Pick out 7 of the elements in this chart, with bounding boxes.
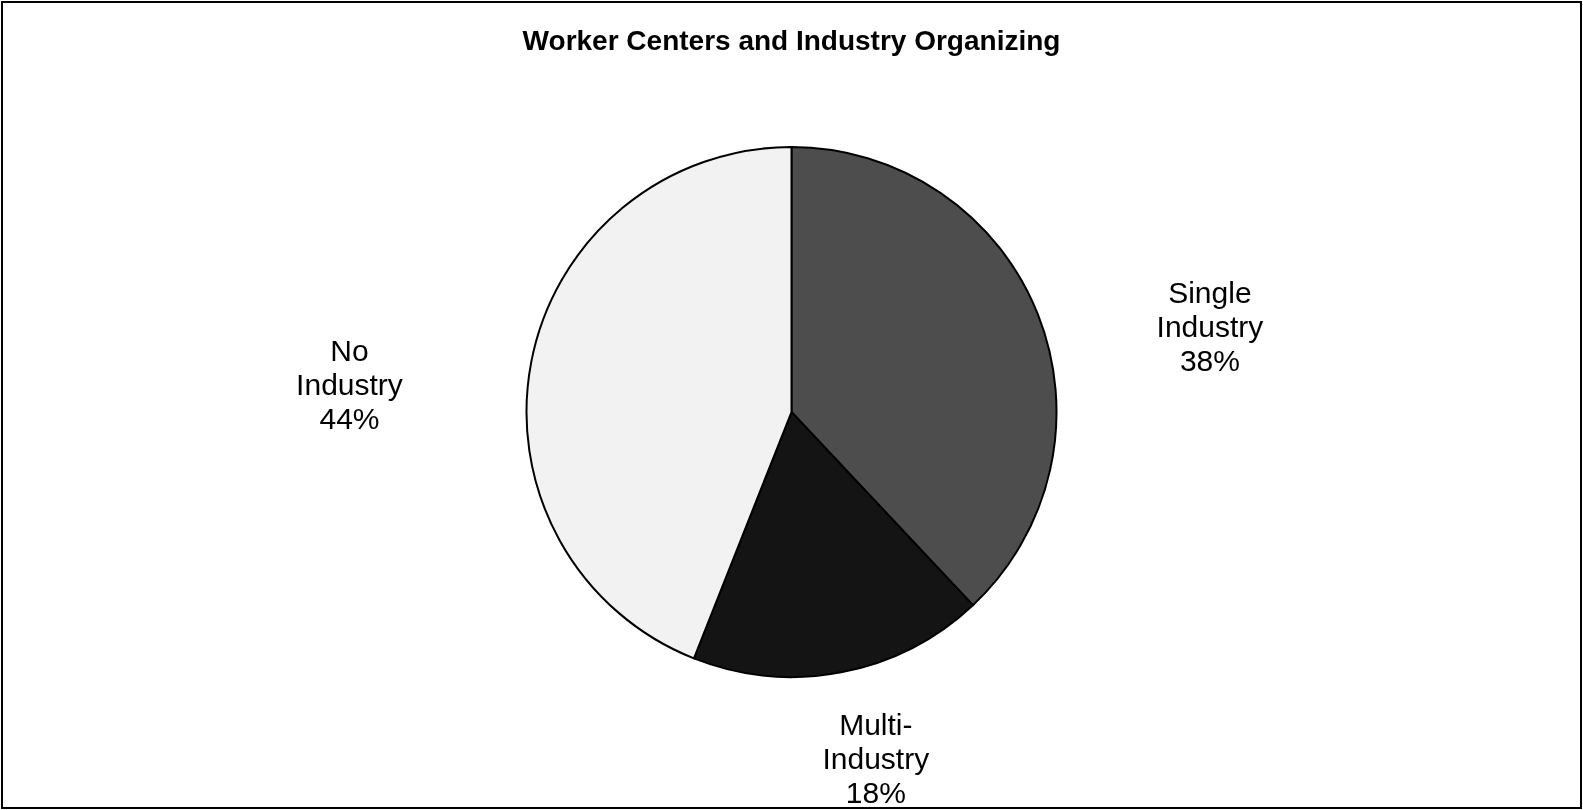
slice-label: No Industry: [296, 334, 403, 402]
slice-label: Single Industry: [1156, 276, 1264, 344]
data-label: 18%: [845, 776, 906, 810]
chart-title: Worker Centers and Industry Organizing: [522, 25, 1061, 56]
data-label: 38%: [1179, 344, 1240, 378]
data-label: 44%: [319, 402, 380, 436]
slice-label: Multi-Industry: [822, 708, 930, 776]
